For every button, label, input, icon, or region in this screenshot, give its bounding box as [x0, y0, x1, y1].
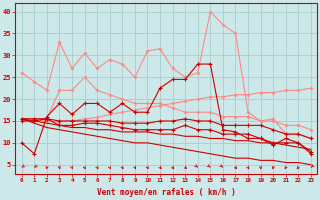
X-axis label: Vent moyen/en rafales ( km/h ): Vent moyen/en rafales ( km/h ) [97, 188, 236, 197]
